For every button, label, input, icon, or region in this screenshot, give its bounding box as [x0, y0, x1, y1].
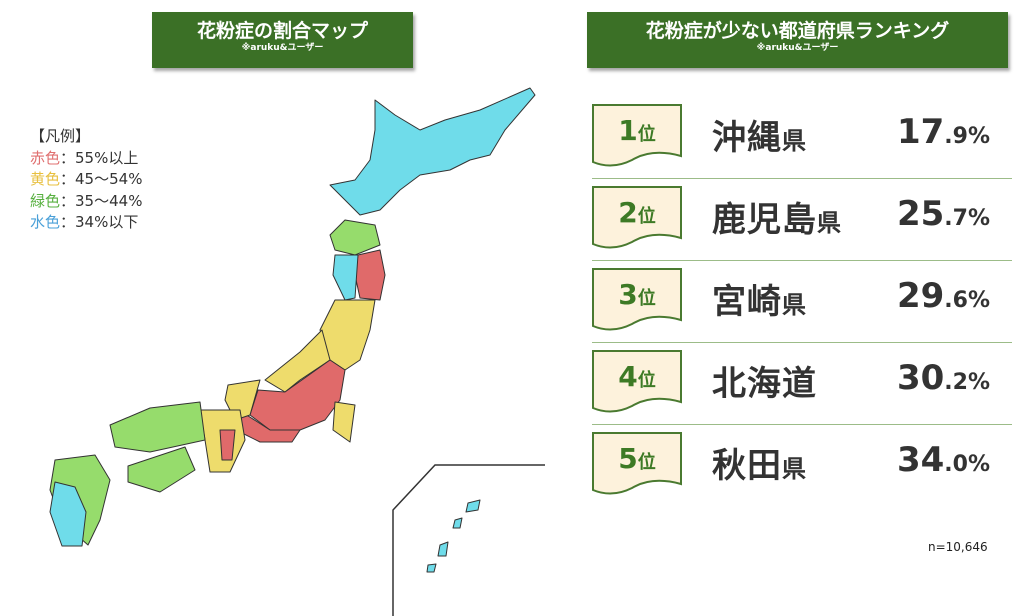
percent-integer: 30	[896, 358, 945, 398]
map-title: 花粉症の割合マップ	[196, 20, 368, 42]
prefecture-name: 沖縄	[712, 118, 782, 158]
legend-item: 赤色：55%以上	[30, 148, 142, 170]
prefecture-name: 鹿児島	[712, 200, 817, 240]
ranking-row: 2位 鹿児島県 25.7%	[590, 182, 1010, 264]
rank-badge: 3位	[592, 268, 682, 331]
rank-suffix: 位	[637, 452, 656, 473]
percent-integer: 17	[896, 112, 945, 152]
legend-range: ：34%以下	[60, 213, 139, 231]
map-source: ※aruku&ユーザー	[241, 43, 324, 53]
map-title-box: 花粉症の割合マップ ※aruku&ユーザー	[152, 12, 413, 68]
region-shikoku	[127, 446, 196, 493]
prefecture-suffix: 県	[817, 209, 842, 237]
rank-number: 1	[618, 114, 638, 147]
prefecture-name: 北海道	[712, 364, 817, 404]
region-hokkaido	[329, 87, 536, 216]
ranking-row: 4位 北海道 30.2%	[590, 346, 1010, 428]
percent-integer: 29	[896, 276, 945, 316]
sample-size: n=10,646	[928, 540, 988, 554]
legend-color-name: 黄色	[30, 170, 61, 188]
prefecture-name: 秋田	[712, 446, 782, 486]
rank-badge: 5位	[592, 432, 682, 495]
legend-color-name: 赤色	[30, 148, 61, 167]
legend-range: ：45～54%	[60, 170, 143, 188]
ranking-source: ※aruku&ユーザー	[756, 43, 839, 53]
region-chiba	[332, 401, 356, 443]
ranking-divider	[592, 178, 1012, 179]
rank-suffix: 位	[637, 370, 656, 391]
percent-decimal: .6%	[944, 288, 990, 313]
legend-color-name: 緑色	[30, 191, 61, 210]
ranking-title-box: 花粉症が少ない都道府県ランキング ※aruku&ユーザー	[587, 12, 1008, 68]
legend-range: ：35～44%	[60, 191, 143, 210]
region-mie	[219, 429, 236, 461]
ranking-title: 花粉症が少ない都道府県ランキング	[645, 20, 950, 42]
region-akita	[332, 254, 359, 301]
region-kyushu-south	[49, 481, 87, 547]
percent-integer: 34	[896, 440, 945, 480]
prefecture-name: 宮崎	[712, 282, 782, 322]
rank-suffix: 位	[637, 124, 656, 145]
percent-decimal: .9%	[944, 124, 990, 149]
legend-range: ：55%以上	[60, 148, 139, 167]
percent-integer: 25	[896, 194, 945, 234]
percent-decimal: .7%	[944, 206, 990, 231]
prefecture-suffix: 県	[782, 455, 807, 483]
rank-number: 3	[618, 278, 638, 311]
region-chugoku	[109, 401, 206, 453]
rank-badge: 2位	[592, 186, 682, 249]
legend-item: 水色：34%以下	[30, 212, 142, 234]
legend-item: 緑色：35～44%	[30, 191, 142, 213]
map-legend: 【凡例】 赤色：55%以上 黄色：45～54% 緑色：35～44% 水色：34%以下	[30, 126, 142, 234]
rank-suffix: 位	[637, 288, 656, 309]
ranking-divider	[592, 260, 1012, 261]
region-okinawa-2	[452, 517, 463, 529]
percent-decimal: .0%	[944, 452, 990, 477]
inset-frame	[392, 464, 545, 616]
percent-decimal: .2%	[944, 370, 990, 395]
rank-badge: 1位	[592, 104, 682, 167]
region-iwate	[354, 249, 386, 301]
ranking-row: 3位 宮崎県 29.6%	[590, 264, 1010, 346]
region-okinawa-1	[465, 499, 481, 513]
ranking-divider	[592, 424, 1012, 425]
rank-number: 2	[618, 196, 638, 229]
legend-color-name: 水色	[30, 213, 61, 231]
ranking-divider	[592, 342, 1012, 343]
rank-number: 4	[618, 360, 638, 393]
region-okinawa-4	[426, 563, 437, 573]
prefecture-suffix: 県	[782, 291, 807, 319]
ranking-row: 5位 秋田県 34.0%	[590, 428, 1010, 510]
ranking-row: 1位 沖縄県 17.9%	[590, 100, 1010, 182]
prefecture-suffix: 県	[782, 127, 807, 155]
rank-badge: 4位	[592, 350, 682, 413]
rank-suffix: 位	[637, 206, 656, 227]
legend-item: 黄色：45～54%	[30, 169, 142, 191]
legend-heading: 【凡例】	[30, 127, 91, 145]
region-okinawa-3	[437, 541, 449, 557]
region-aomori	[329, 219, 381, 256]
rank-number: 5	[618, 442, 638, 475]
